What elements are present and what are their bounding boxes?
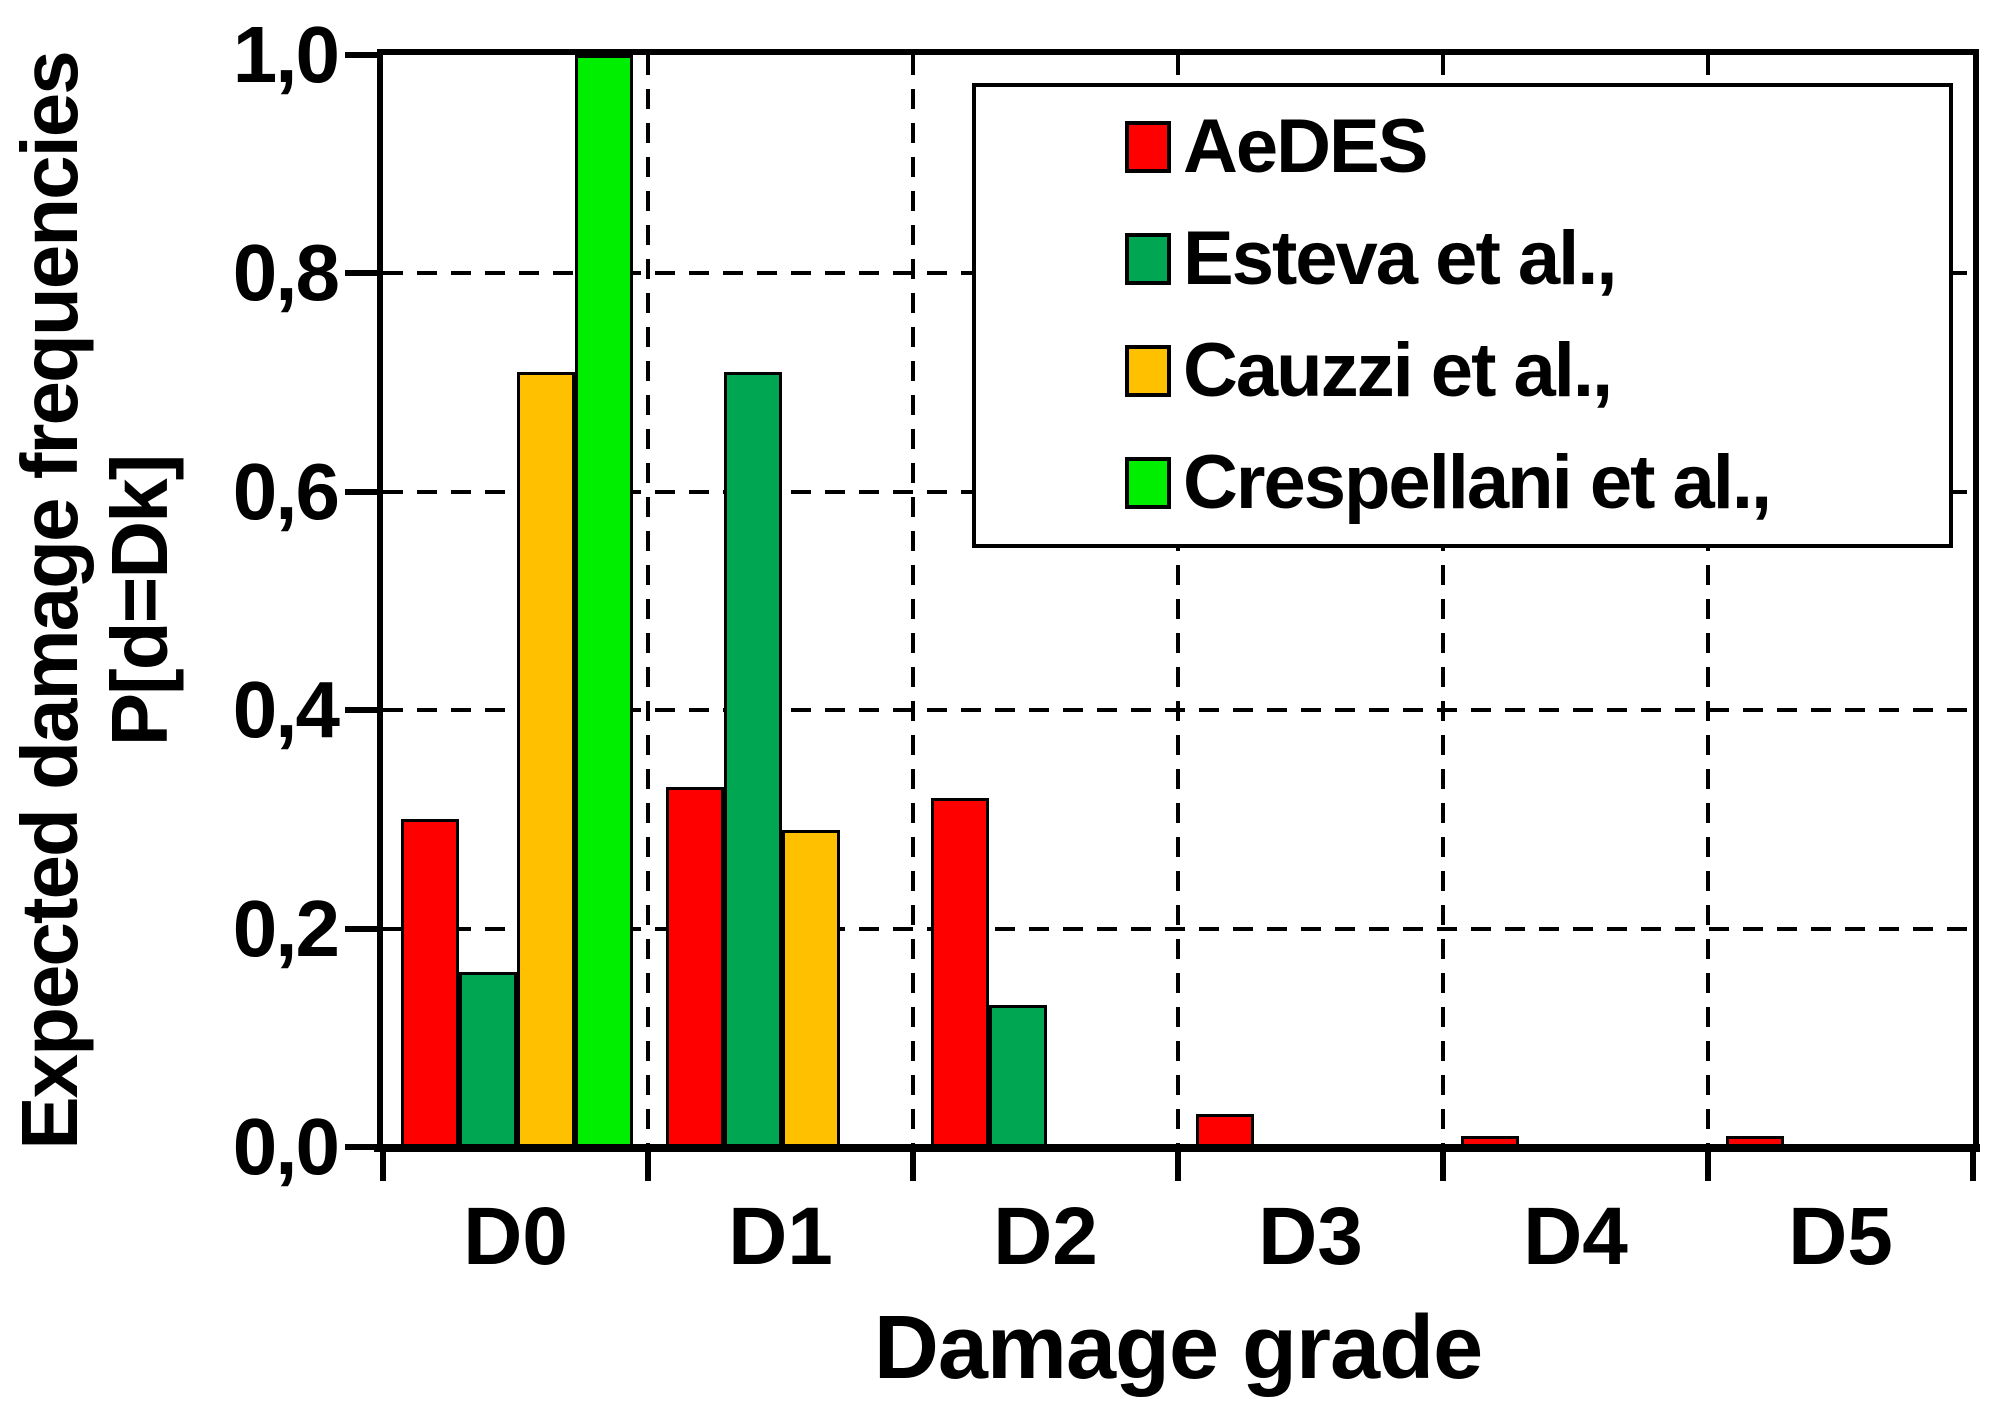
x-tick-5 — [1705, 1147, 1711, 1181]
y-axis-title-line1: Expected damage frequencies — [5, 52, 94, 1150]
x-category-label-d4: D4 — [1523, 1191, 1628, 1282]
bar-aedes-d0 — [401, 819, 459, 1147]
y-tick-1,0 — [345, 52, 383, 58]
v-gridline-3 — [1176, 55, 1180, 1147]
x-tick-4 — [1440, 1147, 1446, 1181]
bar-esteva-d1 — [724, 372, 782, 1147]
legend-label-1: AeDES — [1183, 104, 1428, 189]
x-category-label-d0: D0 — [463, 1191, 568, 1282]
bar-esteva-d0 — [459, 972, 517, 1147]
legend-label-3: Cauzzi et al., — [1183, 328, 1613, 413]
y-tick-0,6 — [345, 488, 383, 495]
bar-crespellani-d0 — [575, 55, 633, 1147]
v-gridline-2 — [911, 55, 915, 1147]
y-tick-label-0,8: 0,8 — [232, 228, 340, 318]
v-gridline-1 — [646, 55, 650, 1147]
x-tick-0 — [380, 1147, 386, 1181]
v-gridline-5 — [1706, 55, 1710, 1147]
y-tick-label-0,6: 0,6 — [232, 446, 340, 536]
x-category-label-d5: D5 — [1788, 1191, 1893, 1282]
x-tick-3 — [1175, 1147, 1181, 1181]
x-category-label-d2: D2 — [993, 1191, 1098, 1282]
y-tick-0,2 — [345, 925, 383, 932]
bar-aedes-d3 — [1196, 1114, 1254, 1147]
x-tick-6 — [1970, 1147, 1976, 1181]
y-tick-label-0,0: 0,0 — [232, 1102, 340, 1191]
y-tick-0,0 — [345, 1144, 383, 1150]
x-tick-1 — [645, 1147, 651, 1181]
bar-aedes-d2 — [931, 798, 989, 1147]
legend-label-4: Crespellani et al., — [1183, 440, 1772, 525]
legend-box: AeDES Esteva et al., Cauzzi et al., Crespel… — [972, 83, 1953, 548]
x-tick-2 — [910, 1147, 916, 1181]
y-tick-0,4 — [345, 707, 383, 714]
y-tick-label-0,4: 0,4 — [232, 665, 340, 755]
legend-swatch-3 — [1125, 345, 1171, 397]
legend-swatch-4 — [1125, 457, 1171, 509]
v-gridline-4 — [1441, 55, 1445, 1147]
bar-cauzzi-d1 — [782, 830, 840, 1147]
y-tick-0,8 — [345, 270, 383, 277]
legend-label-2: Esteva et al., — [1183, 216, 1617, 301]
bar-cauzzi-d0 — [517, 372, 575, 1147]
x-axis-title: Damage grade — [873, 1298, 1483, 1398]
legend-swatch-2 — [1125, 233, 1171, 285]
x-category-label-d1: D1 — [728, 1191, 833, 1282]
bar-esteva-d2 — [989, 1005, 1047, 1147]
bar-aedes-d1 — [666, 787, 724, 1147]
y-tick-label-1,0: 1,0 — [232, 10, 340, 99]
x-category-label-d3: D3 — [1258, 1191, 1363, 1282]
y-tick-label-0,2: 0,2 — [232, 883, 340, 973]
legend-swatch-1 — [1125, 121, 1171, 173]
